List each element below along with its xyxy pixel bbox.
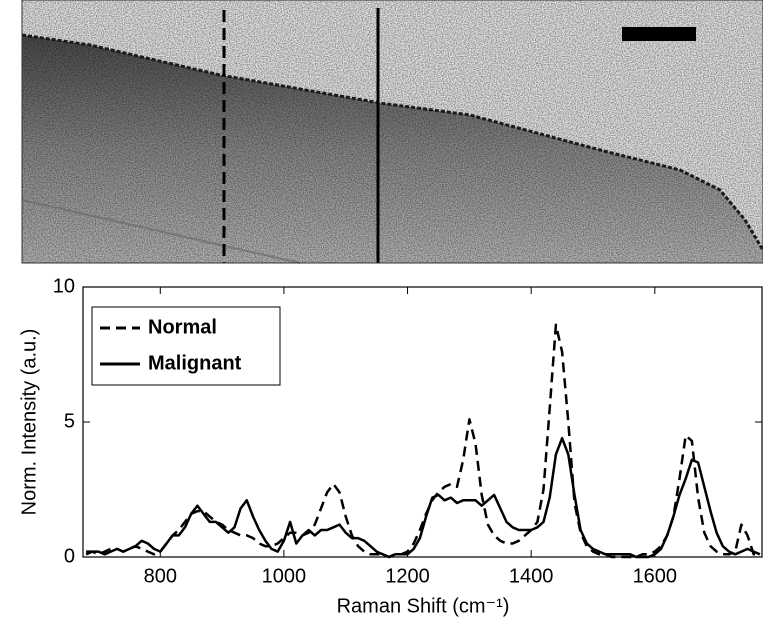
image-frame (21, 0, 763, 264)
y-axis-label: Norm. Intensity (a.u.) (18, 329, 40, 516)
legend-label: Malignant (148, 352, 242, 374)
series-line (86, 323, 760, 559)
x-tick-label: 1000 (262, 565, 307, 587)
legend-box (91, 306, 281, 386)
x-tick-label: 1600 (633, 565, 678, 587)
x-tick-label: 1200 (385, 565, 430, 587)
x-tick-label: 800 (144, 565, 177, 587)
artifact-line (21, 199, 301, 264)
speckle (22, 0, 763, 263)
y-tick-label: 5 (64, 410, 75, 432)
y-tick-label: 10 (53, 275, 75, 297)
x-axis-label: Raman Shift (cm⁻¹) (337, 595, 510, 617)
scale-bar (622, 27, 696, 41)
legend-label: Normal (148, 316, 217, 338)
y-tick-label: 0 (64, 545, 75, 567)
tissue-boundary (21, 33, 763, 251)
oct-image (21, 0, 763, 264)
plot-area: 800 1000 1200 1400 1600 0 5 10 Normal Malignant (53, 275, 763, 587)
x-tick-label: 1400 (509, 565, 554, 587)
series-line (85, 436, 761, 559)
